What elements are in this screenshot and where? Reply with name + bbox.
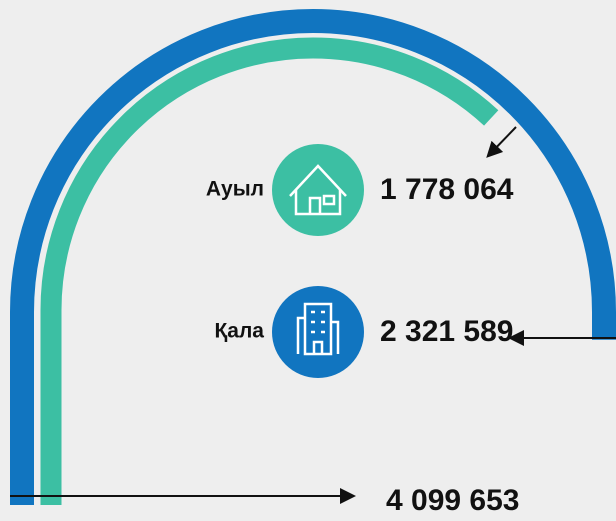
arrow: [486, 126, 517, 158]
arcs: [9, 9, 616, 505]
category-label: Ауыл: [206, 178, 264, 201]
arc: [9, 9, 616, 505]
value-label: 1 778 064: [380, 173, 514, 206]
house-icon: [289, 164, 347, 216]
icon-circle: [272, 286, 364, 378]
icon-circle: [272, 144, 364, 236]
total-label: 4 099 653: [386, 484, 519, 517]
building-icon: [296, 302, 340, 356]
category-label: Қала: [214, 320, 264, 343]
arc: [40, 37, 586, 505]
value-label: 2 321 589: [380, 315, 513, 348]
